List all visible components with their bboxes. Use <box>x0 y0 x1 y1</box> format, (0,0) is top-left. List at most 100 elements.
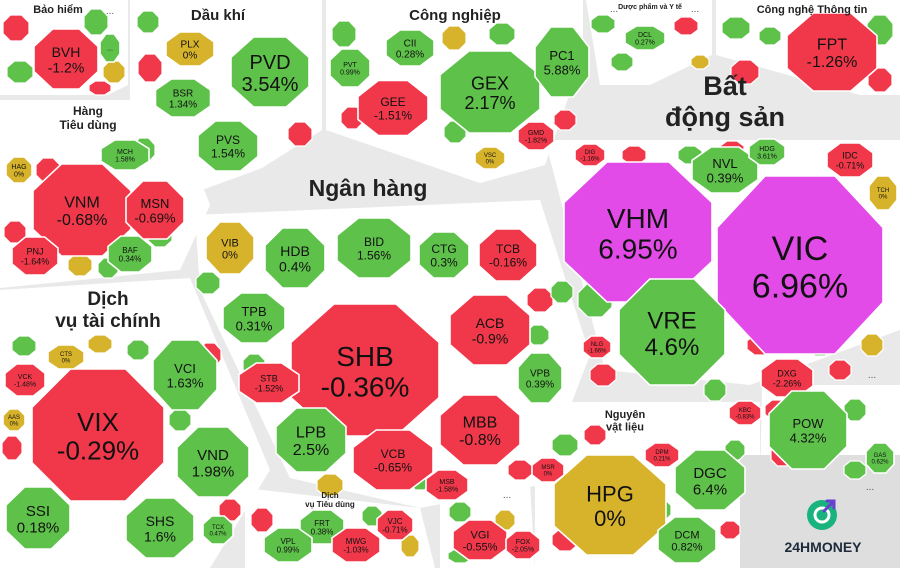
stock-cell-shape <box>275 407 347 473</box>
stock-cell-pnj[interactable]: PNJ-1.64% <box>11 236 59 276</box>
filler-cell <box>83 8 109 36</box>
stock-ticker: GAS <box>874 453 887 459</box>
stock-cell-vjc[interactable]: VJC-0.71% <box>376 509 414 541</box>
stock-cell-shape <box>505 530 541 560</box>
stock-ticker: HPG <box>586 482 634 507</box>
stock-cell-shape <box>152 339 218 411</box>
more-indicator[interactable]: ... <box>866 482 874 493</box>
stock-cell-vix[interactable]: VIX-0.29% <box>31 368 165 502</box>
stock-cell-vnm[interactable]: VNM-0.68% <box>32 163 132 257</box>
stock-cell-nlg[interactable]: NLG-1.66% <box>582 335 612 359</box>
stock-cell-shape <box>99 33 121 63</box>
stock-cell-msn[interactable]: MSN-0.69% <box>125 180 185 240</box>
stock-ticker: VPB <box>530 369 550 380</box>
stock-cell-shb[interactable]: SHB-0.36% <box>290 303 440 437</box>
stock-cell-tcb[interactable]: TCB-0.16% <box>478 228 538 282</box>
stock-cell-dig[interactable]: DIG-1.16% <box>574 143 606 167</box>
stock-change: 2.17% <box>464 93 515 113</box>
stock-cell-stb[interactable]: STB-1.52% <box>238 362 300 404</box>
more-indicator[interactable]: ... <box>503 490 511 501</box>
stock-ticker: BAF <box>122 246 138 255</box>
stock-ticker: ACB <box>476 315 505 331</box>
stock-change: 6.95% <box>598 234 677 265</box>
sector-title-dich-vu-tieu-dung: Dịch vụ Tiêu dùng <box>305 491 355 509</box>
stock-cell-msb[interactable]: MSB-1.58% <box>425 469 469 501</box>
more-indicator[interactable]: ... <box>106 6 114 17</box>
stock-ticker: HDG <box>759 146 775 153</box>
stock-change: 0.31% <box>236 318 273 333</box>
stock-cell-vgi[interactable]: VGI-0.55% <box>452 519 508 561</box>
brand-name: 24HMONEY <box>784 539 862 555</box>
stock-cell-shape <box>786 12 878 92</box>
stock-cell-vcb[interactable]: VCB-0.65% <box>352 429 434 491</box>
stock-cell-more[interactable]: ... <box>99 33 121 63</box>
filler-cell <box>488 22 516 46</box>
more-indicator[interactable]: ... <box>868 370 876 381</box>
stock-cell-gmd[interactable]: GMD-1.82% <box>517 121 555 151</box>
filler-cell <box>316 473 344 497</box>
stock-cell-idc[interactable]: IDC-0.71% <box>826 142 874 178</box>
filler-cell <box>590 14 616 34</box>
stock-ticker: STB <box>260 374 278 384</box>
stock-change: 0% <box>62 359 71 365</box>
sector-title-bao-hiem: Bảo hiểm <box>33 4 83 16</box>
stock-ticker: VIB <box>221 237 239 249</box>
filler-cell <box>494 509 516 531</box>
stock-cell-acb[interactable]: ACB-0.9% <box>449 294 531 366</box>
stock-cell-vck[interactable]: VCK-1.48% <box>4 363 46 397</box>
stock-cell-kbc[interactable]: KBC-0.83% <box>728 400 762 426</box>
stock-cell-bvh[interactable]: BVH-1.2% <box>33 28 99 90</box>
stock-cell-mwg[interactable]: MWG-1.03% <box>331 527 381 563</box>
stock-cell-shape <box>352 429 434 491</box>
stock-cell-gee[interactable]: GEE-1.51% <box>357 79 429 137</box>
stock-cell-shape <box>222 292 286 344</box>
stock-cell-fpt[interactable]: FPT-1.26% <box>786 12 878 92</box>
more-indicator[interactable]: ... <box>610 4 618 15</box>
more-indicator[interactable]: ... <box>691 4 699 15</box>
stock-cell-mbb[interactable]: MBB-0.8% <box>439 394 521 466</box>
stock-cell-fox[interactable]: FOX-2.05% <box>505 530 541 560</box>
